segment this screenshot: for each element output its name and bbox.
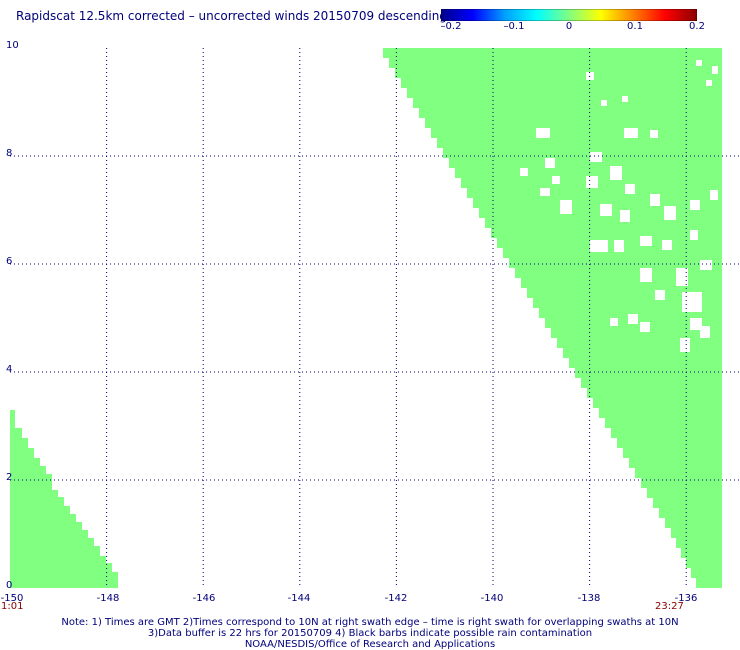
lon-label: -150 bbox=[0, 593, 24, 604]
colorbar bbox=[441, 9, 697, 21]
data-gap bbox=[624, 128, 638, 138]
data-gap bbox=[620, 210, 630, 222]
data-gap bbox=[640, 236, 652, 246]
start-time-label: 1:01 bbox=[1, 601, 24, 612]
lon-label: -138 bbox=[577, 593, 601, 604]
data-gap bbox=[640, 322, 650, 332]
data-gap bbox=[520, 168, 528, 176]
note-line-1: Note: 1) Times are GMT 2)Times correspon… bbox=[61, 617, 679, 628]
lon-label: -148 bbox=[96, 593, 120, 604]
lat-label: 6 bbox=[6, 256, 13, 267]
lon-label: -144 bbox=[287, 593, 311, 604]
data-gap bbox=[622, 96, 628, 102]
data-gap bbox=[590, 240, 608, 252]
data-gap bbox=[700, 326, 710, 338]
data-gap bbox=[712, 66, 718, 74]
data-gap bbox=[536, 128, 550, 138]
lat-label: 0 bbox=[6, 580, 13, 591]
data-gap bbox=[690, 200, 700, 210]
right-swath bbox=[383, 48, 722, 588]
colorbar-tick: 0.2 bbox=[689, 21, 705, 32]
colorbar-tick: –0.2 bbox=[440, 21, 462, 32]
data-gap bbox=[710, 190, 718, 200]
lat-label: 4 bbox=[6, 364, 13, 375]
data-gap bbox=[664, 206, 676, 220]
data-gap bbox=[680, 338, 690, 352]
data-gap bbox=[700, 260, 712, 270]
data-gap bbox=[628, 314, 638, 324]
data-gap bbox=[610, 318, 618, 326]
end-time-label: 23:27 bbox=[655, 601, 684, 612]
note-line-3: NOAA/NESDIS/Office of Research and Appli… bbox=[244, 639, 496, 650]
data-gap bbox=[552, 176, 560, 184]
data-gap bbox=[682, 292, 702, 312]
data-gap bbox=[690, 318, 702, 330]
data-gap bbox=[650, 130, 658, 138]
data-gap bbox=[590, 152, 602, 162]
note-line-2: 3)Data buffer is 22 hrs for 20150709 4) … bbox=[147, 628, 593, 639]
lat-label: 2 bbox=[6, 472, 13, 483]
data-gap bbox=[676, 268, 688, 286]
data-gap bbox=[706, 80, 712, 86]
data-gap bbox=[640, 268, 652, 282]
data-gap bbox=[560, 200, 572, 214]
data-gap bbox=[625, 184, 635, 194]
left-swath bbox=[10, 410, 118, 588]
lon-label: -136 bbox=[674, 593, 698, 604]
data-gap bbox=[696, 60, 702, 66]
lat-label: 8 bbox=[6, 148, 13, 159]
data-gap bbox=[540, 188, 550, 196]
colorbar-tick: –0.1 bbox=[503, 21, 525, 32]
data-gap bbox=[722, 84, 728, 90]
data-gap bbox=[690, 230, 698, 240]
colorbar-tick: 0.1 bbox=[627, 21, 643, 32]
lat-label: 10 bbox=[6, 40, 19, 51]
lon-label: -142 bbox=[384, 593, 408, 604]
colorbar-tick: 0 bbox=[565, 21, 573, 32]
data-gap bbox=[655, 290, 665, 300]
data-gap bbox=[600, 204, 612, 216]
data-gap bbox=[614, 240, 624, 252]
lon-label: -146 bbox=[192, 593, 216, 604]
data-gap bbox=[662, 240, 672, 250]
map-title: Rapidscat 12.5km corrected – uncorrected… bbox=[16, 9, 447, 23]
data-gap bbox=[586, 176, 598, 188]
data-gap bbox=[650, 194, 660, 206]
data-gap bbox=[545, 158, 555, 168]
lon-label: -140 bbox=[480, 593, 504, 604]
wind-difference-map bbox=[10, 48, 740, 588]
data-gap bbox=[610, 166, 622, 180]
data-gap bbox=[601, 100, 607, 106]
